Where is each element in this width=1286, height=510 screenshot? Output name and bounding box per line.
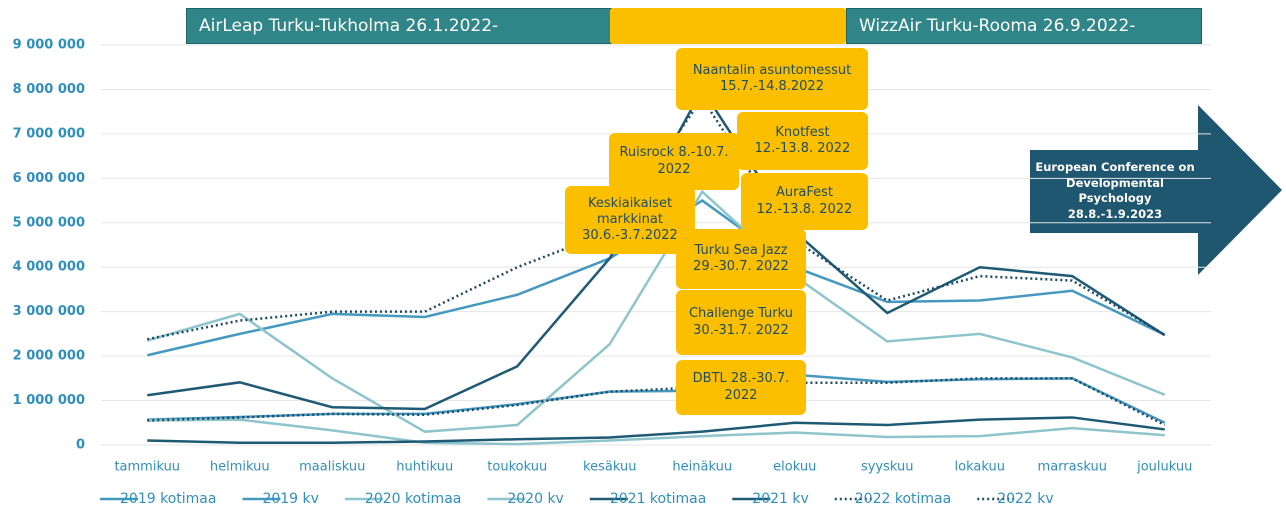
y-tick-label: 7 000 000 [13,126,85,141]
y-tick-label: 9 000 000 [13,38,85,53]
banner: WizzAir Turku-Rooma 26.9.2022- [846,8,1202,44]
x-tick-label: helmikuu [210,460,270,475]
legend-label: 2022 kotimaa [855,491,951,507]
y-tick-label: 0 [76,438,85,453]
legend-label: 2021 kotimaa [610,491,706,507]
annotation: AuraFest 12.-13.8. 2022 [741,173,868,230]
annotation: Challenge Turku 30.-31.7. 2022 [676,290,806,355]
legend-label: 2019 kotimaa [120,491,216,507]
series-line [147,96,1166,341]
series-line [147,377,1166,427]
annotation: Knotfest 12.-13.8. 2022 [737,112,868,170]
series-line [147,416,1165,445]
y-tick-label: 8 000 000 [13,82,85,97]
x-tick-label: marraskuu [1038,460,1107,475]
x-tick-label: kesäkuu [583,460,636,475]
x-tick-label: tammikuu [114,460,180,475]
y-tick-label: 2 000 000 [13,349,85,364]
banner-empty [610,8,846,44]
annotation: DBTL 28.-30.7. 2022 [676,360,806,415]
x-tick-label: lokakuu [955,460,1005,475]
y-tick-label: 3 000 000 [13,304,85,319]
y-tick-label: 5 000 000 [13,215,85,230]
series-line [147,373,1166,424]
annotation: Keskiaikaiset markkinat 30.6.-3.7.2022 [565,186,695,254]
annotation: Turku Sea Jazz 29.-30.7. 2022 [676,229,806,289]
arrow [1030,105,1282,275]
banner: AirLeap Turku-Tukholma 26.1.2022- [186,8,612,44]
y-tick-label: 4 000 000 [13,260,85,275]
legend-label: 2021 kv [752,491,808,507]
x-tick-label: huhtikuu [396,460,453,475]
legend-label: 2019 kv [262,491,318,507]
x-tick-label: syyskuu [861,460,914,475]
annotation: Naantalin asuntomessut 15.7.-14.8.2022 [676,48,868,110]
series-line [147,418,1165,446]
annotation: Ruisrock 8.-10.7. 2022 [609,133,739,190]
x-tick-label: elokuu [773,460,816,475]
x-tick-label: toukokuu [487,460,547,475]
legend-label: 2022 kv [997,491,1053,507]
arrow-note: European Conference on Developmental Psy… [1035,160,1195,221]
y-tick-label: 6 000 000 [13,171,85,186]
legend-label: 2020 kotimaa [365,491,461,507]
x-tick-label: maaliskuu [299,460,365,475]
y-tick-label: 1 000 000 [13,393,85,408]
x-tick-label: heinäkuu [672,460,732,475]
series-line [146,189,1166,433]
x-tick-label: joulukuu [1136,460,1192,475]
legend-label: 2020 kv [507,491,563,507]
